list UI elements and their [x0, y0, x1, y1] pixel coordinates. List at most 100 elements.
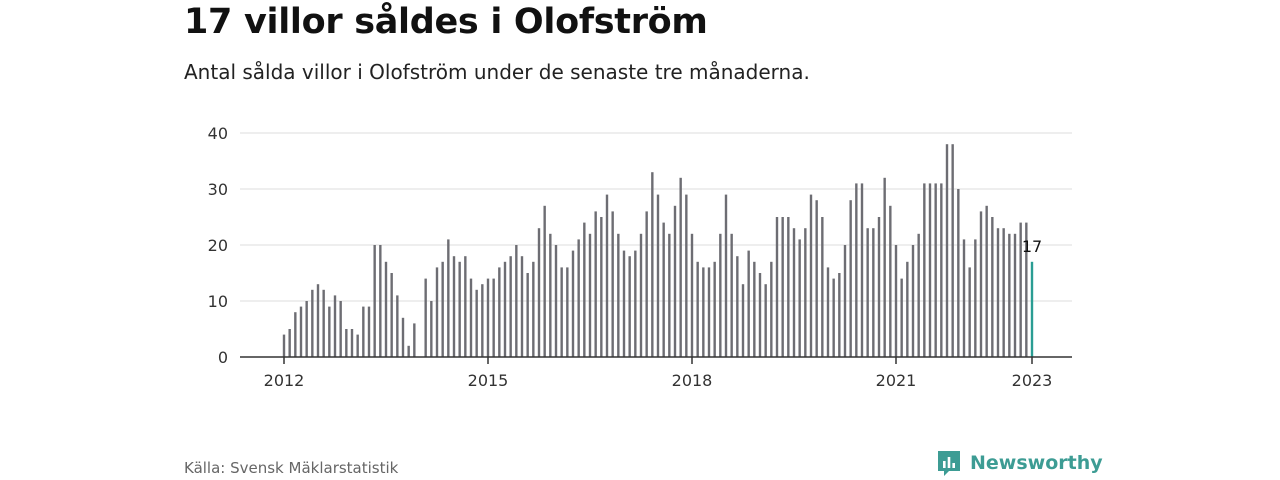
bar: [600, 217, 603, 357]
bar: [764, 284, 767, 357]
bar: [985, 205, 988, 357]
bar: [441, 261, 444, 357]
bar: [566, 267, 569, 357]
bar: [753, 261, 756, 357]
bar: [747, 250, 750, 357]
chart-subtitle: Antal sålda villor i Olofström under de …: [184, 60, 810, 84]
newsworthy-logo[interactable]: Newsworthy: [936, 449, 1103, 477]
bar: [554, 245, 558, 357]
bar: [860, 183, 864, 357]
bar: [339, 301, 342, 357]
y-tick-label: 40: [208, 124, 228, 143]
source-note: Källa: Svensk Mäklarstatistik: [184, 459, 399, 477]
bar: [373, 245, 376, 357]
bar: [877, 217, 881, 357]
bar: [996, 228, 1000, 357]
bar: [770, 261, 773, 357]
bar: [628, 256, 631, 357]
bar: [333, 295, 337, 357]
bar: [328, 306, 331, 357]
bar: [350, 329, 354, 357]
bar: [1008, 233, 1011, 357]
bar: [384, 261, 388, 357]
x-tick-label: 2018: [672, 371, 713, 390]
bar: [673, 205, 677, 357]
bar: [577, 239, 580, 357]
bar: [492, 278, 495, 357]
y-tick-label: 30: [208, 180, 228, 199]
bar: [940, 183, 943, 357]
bar: [594, 211, 597, 357]
bar: [849, 200, 852, 357]
bar: [498, 267, 501, 357]
bar: [588, 233, 592, 357]
bar: [991, 217, 994, 357]
bar: [911, 245, 915, 357]
bar: [889, 205, 892, 357]
bar: [792, 228, 796, 357]
bar: [679, 177, 682, 357]
bar: [537, 228, 541, 357]
y-tick-label: 0: [218, 348, 228, 367]
bar: [515, 245, 518, 357]
bar: [503, 261, 507, 357]
bar: [634, 250, 637, 357]
bar: [520, 256, 524, 357]
bar: [724, 194, 728, 357]
bar: [481, 284, 484, 357]
bar: [396, 295, 399, 357]
bar: [475, 289, 478, 357]
bar: [855, 183, 858, 357]
bar: [645, 211, 648, 357]
bar: [345, 329, 348, 357]
bar: [407, 345, 410, 357]
bar: [413, 323, 416, 357]
bar: [543, 205, 546, 357]
newsworthy-logo-icon: [938, 451, 960, 476]
bar: [379, 245, 382, 357]
bar: [979, 211, 983, 357]
bar: [583, 222, 586, 357]
bar: [486, 278, 490, 357]
y-tick-label: 10: [208, 292, 228, 311]
bar: [894, 245, 898, 357]
bar: [1002, 228, 1005, 357]
bar: [832, 278, 835, 357]
bar: [651, 172, 654, 357]
bar: [452, 256, 456, 357]
bar: [821, 217, 824, 357]
x-tick-label: 2021: [876, 371, 917, 390]
bar: [741, 284, 745, 357]
bar: [401, 317, 405, 357]
bar: [685, 194, 688, 357]
value-annotation: 17: [1022, 237, 1042, 256]
bar: [713, 261, 716, 357]
bar: [1025, 222, 1028, 357]
x-tick-label: 2023: [1012, 371, 1053, 390]
bar: [532, 261, 535, 357]
bar: [968, 267, 971, 357]
bar: [917, 233, 920, 357]
bar: [758, 273, 762, 357]
bar: [900, 278, 903, 357]
bar: [957, 189, 960, 357]
bar: [549, 233, 552, 357]
bar: [367, 306, 371, 357]
bar: [390, 273, 393, 357]
bar: [838, 273, 841, 357]
bar: [707, 267, 711, 357]
bar: [928, 183, 932, 357]
bar: [719, 233, 722, 357]
bar: [322, 289, 325, 357]
bar: [560, 267, 563, 357]
chart-title: 17 villor såldes i Olofström: [184, 2, 708, 42]
brand-name: Newsworthy: [970, 452, 1103, 474]
bar: [962, 239, 966, 357]
bar: [787, 217, 790, 357]
bar: [809, 194, 813, 357]
bar: [611, 211, 614, 357]
bar: [815, 200, 818, 357]
bar: [934, 183, 937, 357]
bar: [639, 233, 643, 357]
y-tick-label: 20: [208, 236, 228, 255]
